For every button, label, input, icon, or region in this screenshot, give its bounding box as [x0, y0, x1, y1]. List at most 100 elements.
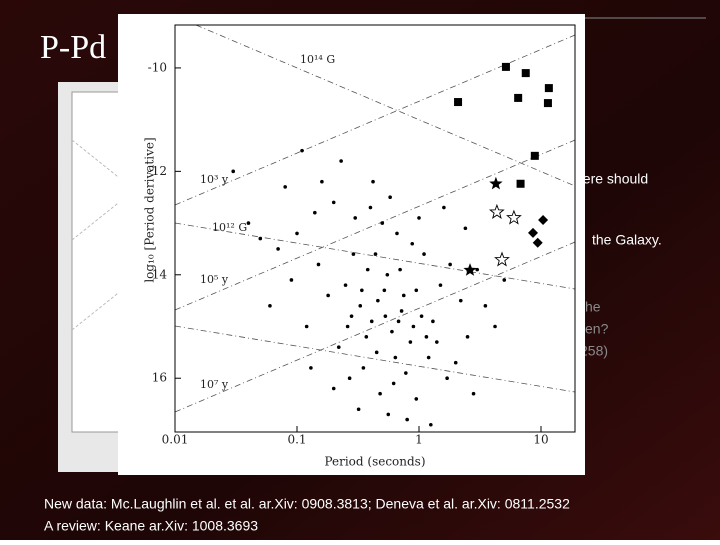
bullet-fragment: he [585, 299, 601, 315]
pulsar-point [493, 324, 497, 329]
pulsar-point [393, 355, 398, 360]
y-axis-label: log₁₀ [Period derivative] [143, 137, 157, 282]
pulsar-point [390, 329, 394, 334]
pulsar-point [283, 185, 287, 189]
pulsar-point [339, 159, 343, 163]
reference-line [174, 325, 576, 393]
pulsar-point [376, 298, 380, 303]
pulsar-point [320, 179, 324, 184]
pulsar-point [417, 216, 421, 220]
reference-line [174, 241, 576, 413]
pulsar-point [336, 345, 341, 349]
pulsar-point [404, 371, 408, 375]
pulsar-point [276, 247, 280, 251]
pulsar-point [475, 267, 480, 272]
pulsar-point [502, 278, 507, 282]
pulsar-point [351, 252, 356, 256]
pulsar-point [316, 262, 321, 267]
x-tick-label: 10 [533, 433, 548, 447]
pulsar-point [353, 216, 358, 220]
pulsar-point [361, 366, 366, 370]
pulsar-point [268, 304, 272, 308]
annotation: 10⁷ y [200, 378, 229, 391]
slide-title: P-Pd [40, 29, 106, 66]
open-star-point [506, 209, 522, 225]
pulsar-point [349, 314, 354, 318]
magnetar-point [544, 84, 553, 93]
pulsar-point [471, 391, 476, 396]
pulsar-point [391, 381, 396, 386]
pulsar-point [295, 231, 299, 236]
pulsar-point [345, 324, 350, 329]
pulsar-point [453, 360, 458, 365]
pulsar-point [358, 304, 363, 308]
pulsar-point [369, 319, 374, 324]
x-tick-label: 0.1 [287, 433, 306, 447]
pulsar-point [382, 288, 387, 293]
pulsar-point [411, 324, 416, 329]
pulsar-point [231, 169, 236, 174]
pulsar-point [483, 304, 488, 308]
pulsar-point [304, 324, 309, 329]
pulsar-point [414, 397, 419, 401]
pulsar-point [347, 376, 352, 381]
pulsar-point [331, 386, 336, 391]
pulsar-point [373, 252, 378, 256]
pulsar-point [309, 366, 313, 370]
reference-line [174, 34, 576, 206]
reference-line [174, 222, 576, 290]
pulsar-point [386, 412, 391, 417]
pulsar-point [289, 278, 294, 282]
side-figure [58, 82, 123, 472]
pulsar-point [360, 288, 364, 293]
pulsar-point [410, 241, 415, 246]
reference-line [195, 24, 576, 187]
x-axis-label: Period (seconds) [324, 455, 425, 469]
pulsar-point [405, 417, 409, 422]
pulsar-point [313, 210, 317, 215]
footer-line: New data: Mc.Laughlin et al. et al. ar.X… [44, 496, 570, 512]
reference-line [174, 139, 576, 311]
pulsar-point [385, 272, 390, 277]
magnetar-point [543, 99, 552, 108]
pulsar-point [395, 231, 399, 236]
bullet-fragment: here should [575, 171, 648, 187]
pulsar-point [445, 376, 449, 381]
pulsar-point [380, 221, 385, 225]
pulsar-point [429, 422, 433, 427]
annotation: 10³ y [200, 173, 229, 186]
open-star-point [494, 251, 510, 267]
pulsar-point [374, 350, 379, 355]
bullet-fragment: the Galaxy. [592, 232, 662, 248]
pulsar-point [364, 335, 369, 339]
magnetar-point [516, 179, 525, 188]
diamond-point [528, 227, 539, 238]
pulsar-point [438, 283, 443, 287]
pulsar-point [426, 355, 431, 360]
magnetar-point [514, 93, 523, 102]
figure-panel [118, 14, 585, 475]
pulsar-point [442, 205, 446, 210]
pulsar-point [326, 293, 330, 298]
pulsar-point [258, 236, 263, 241]
star-point [463, 263, 477, 276]
pulsar-point [356, 407, 361, 412]
bullet-fragment: 258) [580, 343, 608, 359]
x-tick-label: 0.01 [162, 433, 189, 447]
pulsar-point [398, 267, 402, 272]
y-tick-label: -10 [148, 60, 167, 74]
bullet-fragment: ven? [578, 321, 609, 337]
pulsar-point [343, 283, 348, 287]
pulsar-point [419, 314, 424, 318]
open-star-point [488, 203, 505, 219]
pulsar-point [463, 226, 468, 231]
pulsar-point [435, 340, 439, 344]
diamond-point [538, 214, 549, 225]
annotation: 10⁵ y [200, 273, 229, 286]
magnetar-point [521, 69, 530, 78]
pulsar-point [331, 200, 336, 205]
annotation: 10¹⁴ G [300, 53, 335, 66]
pulsar-point [465, 335, 470, 339]
magnetar-point [530, 151, 539, 160]
